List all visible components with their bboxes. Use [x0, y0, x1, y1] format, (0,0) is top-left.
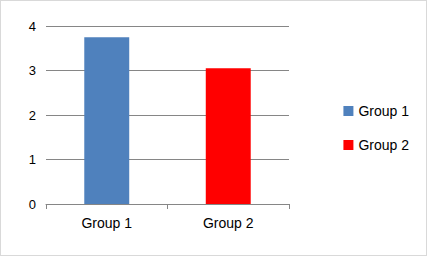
svg-text:0: 0: [29, 197, 36, 212]
svg-text:Group 1: Group 1: [358, 103, 409, 119]
svg-text:2: 2: [29, 108, 36, 123]
svg-text:3: 3: [29, 63, 36, 78]
svg-text:Group 1: Group 1: [81, 215, 132, 231]
svg-text:1: 1: [29, 152, 36, 167]
svg-text:Group 2: Group 2: [358, 137, 409, 153]
svg-text:4: 4: [29, 19, 36, 34]
svg-text:Group 2: Group 2: [203, 215, 254, 231]
